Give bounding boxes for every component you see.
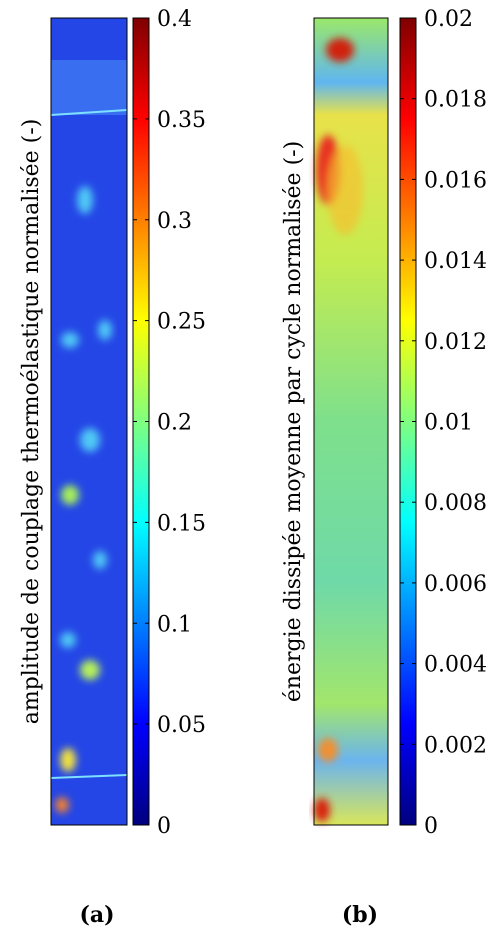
colorbar-tick-label: 0.016 xyxy=(424,168,487,193)
colorbar-tick-label: 0.3 xyxy=(157,209,192,234)
colorbar-tick-label: 0.002 xyxy=(424,733,487,758)
colorbar-tick-label: 0.008 xyxy=(424,491,487,516)
field-b xyxy=(313,17,389,826)
colorbar-tick-label: 0.1 xyxy=(157,612,192,637)
colorbar-tick-label: 0.014 xyxy=(424,249,487,274)
colorbar-tick-label: 0.35 xyxy=(157,108,206,133)
caption: (b) xyxy=(342,902,378,928)
colorbar-tick-label: 0.012 xyxy=(424,330,487,355)
colorbar-tick-label: 0.2 xyxy=(157,411,192,436)
colorbar-tick-label: 0.05 xyxy=(157,713,206,738)
colorbar-tick-label: 0.15 xyxy=(157,511,206,536)
colorbar-tick-label: 0.006 xyxy=(424,572,487,597)
caption: (a) xyxy=(79,902,114,928)
colorbar-tick-label: 0.25 xyxy=(157,310,206,335)
colorbar-tick-label: 0.018 xyxy=(424,88,487,113)
field-a xyxy=(50,17,128,826)
colorbar-tick-label: 0.004 xyxy=(424,653,487,678)
colorbar-tick-label: 0.01 xyxy=(424,411,473,436)
colorbar-tick-label: 0 xyxy=(157,814,171,839)
colorbar-label: amplitude de couplage thermoélastique no… xyxy=(19,119,44,725)
colorbar-tick-label: 0.02 xyxy=(424,7,473,32)
colorbar-tick-label: 0 xyxy=(424,814,438,839)
colorbar-tick-label: 0.4 xyxy=(157,7,192,32)
colorbar-label: énergie dissipée moyenne par cycle norma… xyxy=(281,141,306,702)
